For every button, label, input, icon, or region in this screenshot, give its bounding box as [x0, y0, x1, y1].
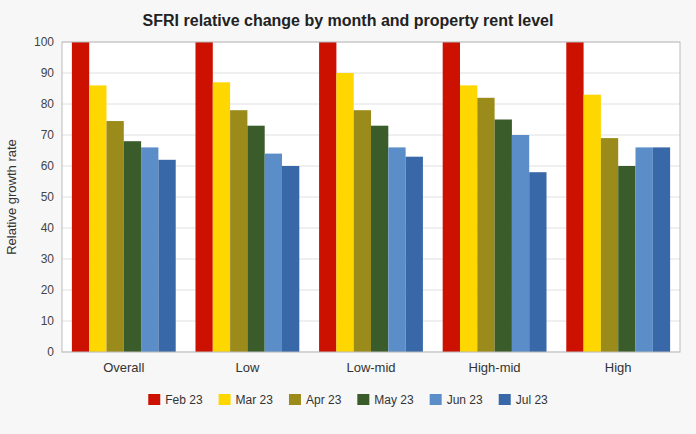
x-tick-label: Low	[235, 360, 259, 375]
y-tick-label: 40	[41, 221, 55, 235]
y-tick-label: 50	[41, 190, 55, 204]
y-tick-label: 0	[47, 345, 54, 359]
bar	[336, 73, 353, 352]
plot-frame	[62, 42, 680, 352]
legend-label: Jun 23	[447, 393, 483, 407]
bar	[230, 110, 247, 352]
bar	[566, 42, 583, 352]
bar	[495, 120, 512, 353]
plot-area	[62, 42, 680, 352]
legend-swatch	[499, 394, 511, 405]
bar	[636, 147, 653, 352]
y-axis-label: Relative growth rate	[4, 139, 19, 255]
legend-swatch	[430, 394, 442, 405]
x-tick-label: High	[605, 360, 632, 375]
y-tick-label: 70	[41, 128, 55, 142]
legend-item: May 23	[357, 393, 414, 407]
y-tick-label: 20	[41, 283, 55, 297]
y-tick-label: 100	[34, 35, 54, 49]
bar	[601, 138, 618, 352]
bar	[354, 110, 371, 352]
legend-swatch	[357, 394, 369, 405]
bar	[319, 42, 336, 352]
bar	[158, 160, 175, 352]
y-tick-label: 80	[41, 97, 55, 111]
bar	[213, 82, 230, 352]
legend-label: Mar 23	[236, 393, 274, 407]
legend-label: Feb 23	[165, 393, 203, 407]
bar	[388, 147, 405, 352]
bar	[584, 95, 601, 352]
bar	[477, 98, 494, 352]
x-tick-label: Overall	[103, 360, 144, 375]
bar	[265, 154, 282, 352]
bar	[195, 42, 212, 352]
legend-label: Jul 23	[516, 393, 548, 407]
bar	[529, 172, 546, 352]
x-tick-label: Low-mid	[346, 360, 395, 375]
y-tick-label: 10	[41, 314, 55, 328]
legend: Feb 23 Mar 23 Apr 23 May 23 Jun 23 Jul 23	[148, 393, 548, 407]
y-tick-label: 60	[41, 159, 55, 173]
bar	[72, 42, 89, 352]
y-tick-label: 90	[41, 66, 55, 80]
legend-swatch	[219, 394, 231, 405]
legend-label: May 23	[374, 393, 414, 407]
legend-item: Jun 23	[430, 393, 483, 407]
legend-label: Apr 23	[306, 393, 342, 407]
bar	[141, 147, 158, 352]
legend-swatch	[148, 394, 160, 405]
bar	[89, 85, 106, 352]
bar	[124, 141, 141, 352]
bar	[653, 147, 670, 352]
bar	[106, 121, 123, 352]
bar	[371, 126, 388, 352]
bar	[618, 166, 635, 352]
bar	[282, 166, 299, 352]
legend-swatch	[289, 394, 301, 405]
legend-item: Feb 23	[148, 393, 203, 407]
bar	[406, 157, 423, 352]
legend-item: Mar 23	[219, 393, 274, 407]
title: SFRI relative change by month and proper…	[143, 12, 554, 29]
bar	[247, 126, 264, 352]
bar	[460, 85, 477, 352]
x-tick-label: High-mid	[469, 360, 521, 375]
bar	[512, 135, 529, 352]
legend-item: Apr 23	[289, 393, 342, 407]
bar	[443, 42, 460, 352]
legend-item: Jul 23	[499, 393, 548, 407]
y-tick-label: 30	[41, 252, 55, 266]
chart: SFRI relative change by month and proper…	[0, 0, 696, 434]
grid-line	[62, 73, 680, 74]
